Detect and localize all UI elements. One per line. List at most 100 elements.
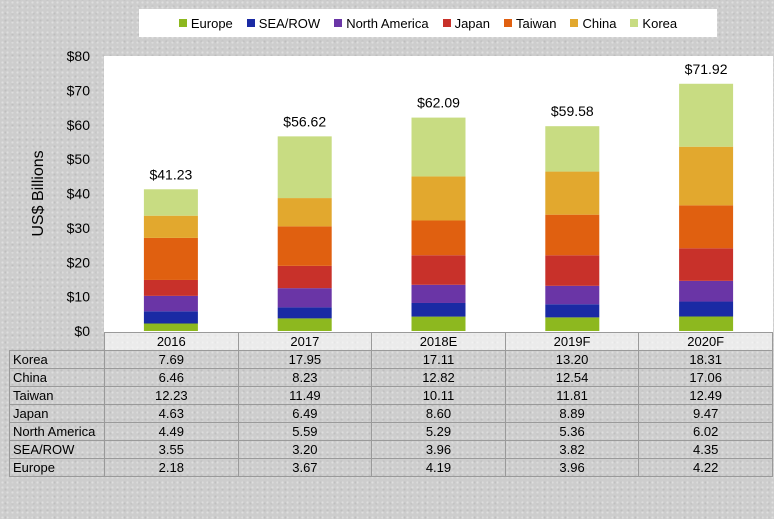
bar-segment-north-america xyxy=(143,295,198,312)
bar-segment-china xyxy=(545,171,600,215)
y-tick-label: $70 xyxy=(67,82,91,98)
table-cell: 2.18 xyxy=(104,458,239,477)
table-cell: 5.36 xyxy=(504,422,640,441)
legend-label: Taiwan xyxy=(515,15,557,31)
bar-segment-sea-row xyxy=(545,304,600,318)
bar-total-label: $71.92 xyxy=(685,61,728,77)
legend-label: Europe xyxy=(190,15,233,31)
table-header-row: 2016 2017 2018E 2019F 2020F xyxy=(9,332,773,351)
table-column-header: 2016 xyxy=(104,332,239,351)
bar-segment-europe xyxy=(277,318,332,331)
bar-segment-korea xyxy=(411,117,466,177)
legend-item: Japan xyxy=(442,15,490,31)
bar-segment-taiwan xyxy=(411,220,466,256)
y-tick-label: $40 xyxy=(67,186,91,202)
bar-segment-china xyxy=(277,198,332,227)
bar-segment-europe xyxy=(679,316,734,331)
bar-total-label: $62.09 xyxy=(417,95,460,111)
table-cell: 9.47 xyxy=(638,404,773,423)
bar-segment-north-america xyxy=(679,280,734,302)
legend-swatch xyxy=(334,19,343,27)
legend-item: Korea xyxy=(630,16,677,31)
legend-swatch xyxy=(630,19,639,27)
table-cell: 17.11 xyxy=(371,350,506,369)
legend-swatch xyxy=(246,19,255,27)
table-row: SEA/ROW 3.55 3.20 3.96 3.82 4.35 xyxy=(9,440,773,459)
table-cell: 8.89 xyxy=(504,404,640,423)
table-cell: 3.96 xyxy=(504,458,640,477)
legend-swatch xyxy=(442,19,451,27)
y-tick-label: $30 xyxy=(67,220,91,236)
bar-segment-china xyxy=(411,176,466,221)
table-row-label: Taiwan xyxy=(9,386,105,405)
table-cell: 5.59 xyxy=(237,422,373,441)
bar-segment-korea xyxy=(277,136,332,199)
bar-segment-taiwan xyxy=(143,237,198,280)
bar-segment-sea-row xyxy=(143,311,198,324)
legend-item: Europe xyxy=(178,15,233,31)
legend-label: Japan xyxy=(454,15,490,31)
table-row: Taiwan 12.23 11.49 10.11 11.81 12.49 xyxy=(9,386,773,405)
table-cell: 6.46 xyxy=(104,368,239,387)
legend-swatch xyxy=(178,19,187,27)
table-cell: 3.82 xyxy=(504,440,640,459)
bar-segment-japan xyxy=(143,279,198,296)
bar-segment-korea xyxy=(679,83,734,147)
bar-segment-europe xyxy=(411,316,466,331)
table-cell: 10.11 xyxy=(371,386,506,405)
table-row: North America 4.49 5.59 5.29 5.36 6.02 xyxy=(9,422,773,441)
bar-segment-japan xyxy=(679,248,734,281)
table-cell: 12.23 xyxy=(104,386,239,405)
table-cell: 3.20 xyxy=(237,440,373,459)
table-cell: 13.20 xyxy=(504,350,640,369)
table-corner-cell xyxy=(9,332,105,351)
chart-legend: Europe SEA/ROW North America Japan Taiwan Chi… xyxy=(139,9,717,37)
bar-segment-europe xyxy=(545,317,600,331)
table-column-header: 2018E xyxy=(371,332,506,351)
table-cell: 6.02 xyxy=(638,422,773,441)
table-cell: 3.55 xyxy=(104,440,239,459)
legend-label: North America xyxy=(346,15,429,31)
table-row: Europe 2.18 3.67 4.19 3.96 4.22 xyxy=(9,458,773,477)
table-cell: 6.49 xyxy=(237,404,373,423)
table-cell: 8.23 xyxy=(237,368,373,387)
table-cell: 5.29 xyxy=(371,422,506,441)
legend-label: Korea xyxy=(642,15,678,31)
table-cell: 12.82 xyxy=(371,368,506,387)
table-cell: 4.22 xyxy=(638,458,773,477)
y-tick-label: $50 xyxy=(67,151,91,167)
table-column-header: 2020F xyxy=(638,332,773,351)
table-cell: 12.49 xyxy=(638,386,773,405)
table-row: Japan 4.63 6.49 8.60 8.89 9.47 xyxy=(9,404,773,423)
table-cell: 4.35 xyxy=(638,440,773,459)
bar-segment-sea-row xyxy=(411,302,466,317)
bar-segment-taiwan xyxy=(679,205,734,249)
legend-item: SEA/ROW xyxy=(246,15,321,31)
table-row-label: Europe xyxy=(9,458,105,477)
legend-item: Taiwan xyxy=(503,15,557,31)
y-axis-title: US$ Billions xyxy=(30,150,47,236)
legend-item: China xyxy=(570,16,616,31)
bar-segment-korea xyxy=(545,126,600,172)
bar-segment-north-america xyxy=(545,285,600,305)
y-tick-label: $10 xyxy=(67,289,91,305)
legend-label: China xyxy=(582,15,617,31)
y-tick-label: $80 xyxy=(67,48,91,64)
y-tick-label: $60 xyxy=(67,117,91,133)
table-cell: 7.69 xyxy=(104,350,239,369)
bar-segment-taiwan xyxy=(277,226,332,266)
table-cell: 12.54 xyxy=(504,368,640,387)
table-row: China 6.46 8.23 12.82 12.54 17.06 xyxy=(9,368,773,387)
bar-segment-japan xyxy=(545,255,600,286)
table-row-label: Korea xyxy=(9,350,105,369)
legend-swatch xyxy=(570,19,579,27)
table-cell: 18.31 xyxy=(638,350,773,369)
bar-segment-europe xyxy=(143,323,198,331)
table-cell: 4.19 xyxy=(371,458,506,477)
legend-swatch xyxy=(503,19,512,27)
legend-label: SEA/ROW xyxy=(258,15,321,31)
table-column-header: 2017 xyxy=(237,332,373,351)
bar-segment-north-america xyxy=(277,288,332,308)
table-cell: 17.06 xyxy=(638,368,773,387)
